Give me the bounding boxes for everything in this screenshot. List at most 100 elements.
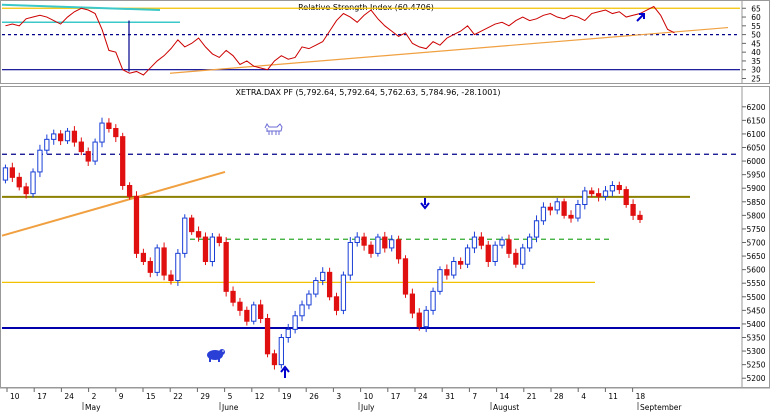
candle-body	[126, 185, 133, 197]
x-tick-label: 7	[472, 392, 477, 401]
rsi-tick-label: 25	[751, 74, 761, 83]
candle-body	[423, 309, 429, 328]
bull-icon	[264, 123, 283, 135]
price-title: XETRA.DAX PF (5,792.64, 5,792.64, 5,762.…	[235, 88, 500, 97]
candle-body	[195, 231, 202, 238]
price-tick-label: 5850	[746, 198, 765, 207]
price-tick-label: 5250	[746, 361, 765, 370]
candle-body	[430, 290, 436, 311]
rsi-trendline-orange	[169, 26, 729, 74]
candle-body	[444, 269, 450, 276]
price-tick-label: 5300	[746, 347, 765, 356]
candle-body	[602, 190, 609, 197]
candle-body	[499, 239, 505, 246]
rsi-line	[5, 5, 675, 76]
candle-body	[106, 122, 112, 129]
x-tick-label: 4	[581, 392, 586, 401]
candle-body	[175, 252, 181, 282]
rsi-tick-label: 45	[751, 39, 761, 48]
candle-body	[368, 244, 374, 254]
candle-body	[51, 133, 57, 140]
candle-body	[485, 244, 491, 262]
candle-body	[30, 171, 36, 195]
rsi-tick-label: 40	[751, 48, 761, 57]
candle-body	[154, 247, 160, 273]
candle-body	[320, 271, 326, 282]
candle-body	[216, 236, 222, 243]
arrow-down-icon	[420, 198, 430, 210]
month-label: September	[640, 403, 682, 412]
price-tick-label: 5700	[746, 239, 765, 248]
candle-body	[23, 186, 29, 195]
rsi-tick-label: 55	[751, 22, 761, 31]
price-tick-label: 6100	[746, 130, 765, 139]
candle-body	[616, 185, 622, 191]
candle-body	[37, 149, 43, 173]
candle-body	[630, 204, 636, 216]
candle-body	[113, 128, 119, 138]
candle-body	[299, 304, 305, 317]
candle-body	[140, 252, 147, 263]
price-tick-label: 5750	[746, 225, 765, 234]
candle-body	[251, 304, 257, 322]
candle-body	[292, 315, 298, 330]
candle-body	[2, 167, 9, 181]
price-tick-label: 6200	[746, 103, 765, 112]
price-tick-label: 5950	[746, 171, 765, 180]
candle-body	[161, 247, 167, 276]
bear-icon	[207, 349, 225, 362]
candle-body	[333, 296, 340, 311]
x-tick-label: 26	[309, 392, 319, 401]
x-tick-label: 10	[364, 392, 374, 401]
candle-body	[85, 151, 91, 162]
candle-body	[582, 190, 588, 206]
candle-body	[540, 206, 547, 222]
candle-body	[547, 206, 553, 211]
candle-body	[9, 167, 15, 178]
candle-body	[382, 236, 388, 249]
candle-body	[244, 309, 250, 322]
candle-body	[478, 236, 484, 246]
month-label: August	[493, 403, 519, 412]
x-tick-label: 31	[445, 392, 455, 401]
arrow-up-icon	[280, 365, 290, 378]
candle-body	[637, 214, 643, 220]
candle-body	[533, 220, 540, 238]
candle-body	[147, 261, 153, 273]
x-tick-label: 5	[228, 392, 233, 401]
x-tick-label: 9	[119, 392, 124, 401]
month-label: July	[360, 403, 375, 412]
candle-body	[458, 261, 464, 265]
candle-body	[313, 280, 319, 295]
candle-body	[589, 190, 595, 195]
x-tick-label: 18	[636, 392, 646, 401]
candle-body	[375, 236, 381, 254]
rsi-tick-label: 35	[751, 57, 761, 66]
x-tick-label: 19	[282, 392, 292, 401]
price-tick-label: 5450	[746, 306, 765, 315]
candle-body	[464, 247, 471, 265]
candle-body	[133, 195, 140, 254]
x-tick-label: 21	[527, 392, 537, 401]
x-axis: 10 17 24 2 9 15 22 29 5 12 19 26 3 10 17 24 31 7 14 21 28 4 11…	[0, 387, 770, 412]
price-tick-label: 5200	[746, 374, 765, 383]
candle-body	[168, 274, 174, 282]
candle-body	[306, 293, 312, 306]
candle-body	[258, 304, 264, 319]
candle-body	[16, 176, 22, 188]
candle-body	[71, 130, 78, 143]
month-label: May	[85, 403, 101, 412]
x-tick-label: 17	[37, 392, 47, 401]
rsi-title: Relative Strength Index (60.4706)	[298, 3, 434, 12]
x-tick-label: 24	[418, 392, 428, 401]
price-tick-label: 5550	[746, 279, 765, 288]
candle-body	[416, 312, 422, 328]
candle-body	[354, 236, 360, 243]
x-tick-label: 22	[173, 392, 183, 401]
price-tick-label: 5400	[746, 320, 765, 329]
price-tick-label: 5600	[746, 266, 765, 275]
price-tick-label: 5900	[746, 184, 765, 193]
price-trendline-orange	[1, 170, 226, 237]
